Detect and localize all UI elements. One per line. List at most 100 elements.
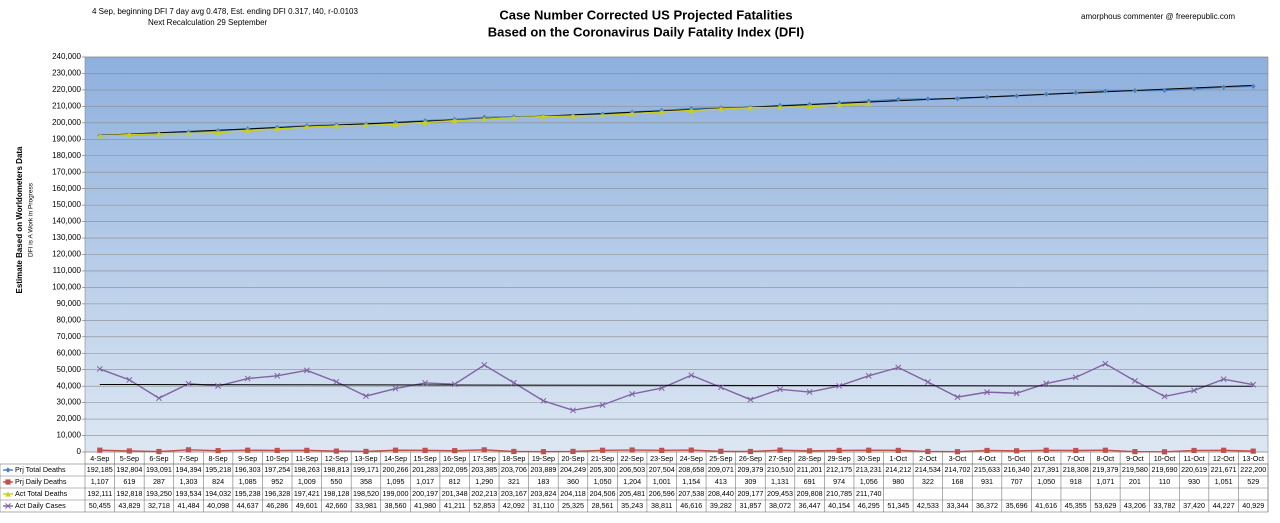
table-cell: 196,303 [235, 465, 261, 474]
series-line [99, 449, 1254, 453]
marker [126, 448, 132, 454]
x-tick-label: 27-Sep [768, 454, 791, 463]
marker [1102, 88, 1108, 94]
marker [954, 96, 961, 102]
table-cell: 691 [804, 477, 816, 486]
marker [599, 447, 606, 453]
x-tick-label: 6-Oct [1037, 454, 1055, 463]
x-tick-label: 7-Sep [179, 454, 198, 463]
table-cell: 208,658 [678, 465, 704, 474]
marker [629, 391, 636, 397]
table-cell: 202,095 [442, 465, 468, 474]
x-tick-label: 19-Sep [532, 454, 555, 463]
marker [718, 448, 724, 454]
table-cell: 41,980 [414, 501, 436, 510]
table-cell: 219,379 [1092, 465, 1118, 474]
marker [806, 389, 813, 395]
table-cell: 204,249 [560, 465, 586, 474]
marker [954, 394, 961, 401]
table-cell: 1,001 [653, 477, 671, 486]
marker [688, 447, 694, 453]
table-cell: 209,071 [708, 465, 734, 474]
x-tick-label: 29-Sep [828, 454, 851, 463]
x-tick-label: 15-Sep [414, 454, 437, 463]
x-tick-label: 4-Sep [90, 454, 109, 463]
marker [1043, 447, 1049, 453]
x-tick-label: 4-Oct [978, 454, 996, 463]
table-cell: 218,308 [1063, 465, 1089, 474]
marker [363, 448, 369, 455]
marker [836, 447, 842, 453]
table-cell: 203,889 [530, 465, 556, 474]
trend-line [99, 84, 1254, 136]
table-cell: 41,616 [1035, 501, 1057, 510]
y-tick-label: 80,000 [57, 315, 82, 324]
marker [895, 364, 902, 371]
table-cell: 206,596 [649, 489, 675, 498]
table-cell: 193,091 [146, 465, 172, 474]
table-cell: 41,211 [444, 501, 465, 510]
marker [570, 448, 576, 455]
marker [215, 383, 222, 389]
y-tick-label: 50,000 [57, 365, 82, 374]
table-cell: 196,328 [264, 489, 290, 498]
legend-label: Prj Daily Deaths [15, 477, 67, 486]
marker [836, 382, 843, 389]
table-cell: 200,197 [412, 489, 438, 498]
credit: amorphous commenter @ freerepublic.com [1081, 12, 1235, 21]
table-cell: 209,453 [767, 489, 793, 498]
y-tick-label: 200,000 [52, 118, 81, 127]
table-cell: 974 [833, 477, 845, 486]
marker [1014, 448, 1020, 454]
y-tick-label: 60,000 [57, 348, 82, 357]
marker [1250, 381, 1257, 388]
x-tick-label: 8-Oct [1097, 454, 1115, 463]
table-cell: 217,391 [1033, 465, 1059, 474]
table-cell: 550 [330, 477, 342, 486]
marker [599, 402, 606, 408]
marker [984, 389, 990, 396]
y-tick-label: 180,000 [52, 151, 81, 160]
table-cell: 1,009 [298, 477, 316, 486]
table-cell: 40,098 [207, 501, 229, 510]
y-tick-label: 150,000 [52, 200, 81, 209]
table-cell: 33,344 [946, 501, 968, 510]
table-cell: 192,804 [116, 465, 142, 474]
table-cell: 35,696 [1006, 501, 1028, 510]
table-cell: 200,266 [383, 465, 409, 474]
marker [274, 447, 280, 454]
marker [806, 104, 813, 110]
marker [5, 491, 11, 497]
y-tick-label: 120,000 [52, 250, 81, 259]
marker [777, 447, 783, 453]
table-cell: 211,201 [797, 465, 822, 474]
table-cell: 53,629 [1094, 501, 1116, 510]
table-cell: 214,702 [944, 465, 970, 474]
marker [866, 447, 872, 453]
table-cell: 192,818 [116, 489, 142, 498]
marker [895, 96, 901, 103]
marker [1191, 447, 1197, 454]
y-tick-label: 130,000 [52, 233, 81, 242]
marker [629, 111, 635, 117]
marker [481, 447, 487, 453]
table-cell: 201,283 [412, 465, 438, 474]
marker [1191, 86, 1197, 92]
table-cell: 203,385 [471, 465, 497, 474]
x-tick-label: 26-Sep [739, 454, 762, 463]
table-cell: 207,538 [678, 489, 704, 498]
table-cell: 198,813 [323, 465, 349, 474]
marker [126, 376, 133, 383]
table-cell: 213,231 [856, 465, 882, 474]
x-tick-label: 11-Sep [295, 454, 318, 463]
table-cell: 322 [922, 477, 934, 486]
marker [452, 118, 458, 124]
table-cell: 931 [981, 477, 993, 486]
marker [5, 503, 11, 509]
legend-label: Act Daily Cases [15, 501, 66, 510]
marker [245, 128, 251, 134]
table-cell: 204,118 [560, 489, 585, 498]
table-cell: 41,484 [178, 501, 200, 510]
marker [5, 479, 11, 485]
y-tick-label: 110,000 [53, 266, 82, 275]
